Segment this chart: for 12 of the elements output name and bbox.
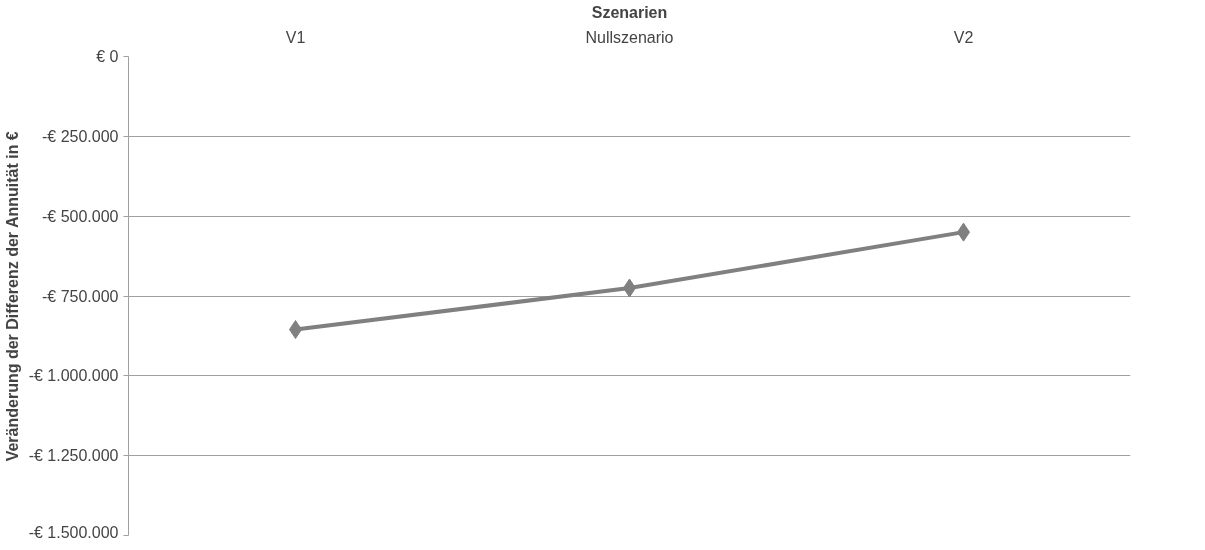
x-tick-label: V2 xyxy=(953,28,974,46)
y-tick-label: -€ 1.250.000 xyxy=(28,447,119,465)
y-axis-title: Veränderung der Differenz der Annuität in € xyxy=(3,131,21,462)
y-tick-label: -€ 250.000 xyxy=(41,127,119,145)
x-tick-label: Nullszenario xyxy=(585,28,674,46)
y-tick-label: -€ 1.000.000 xyxy=(28,367,119,385)
y-tick-label: € 0 xyxy=(96,48,119,65)
x-axis-title: Szenarien xyxy=(591,3,668,21)
y-tick-label: -€ 1.500.000 xyxy=(28,523,119,541)
y-tick-label: -€ 500.000 xyxy=(41,207,119,225)
x-tick-label: V1 xyxy=(285,28,306,46)
y-tick-label: -€ 750.000 xyxy=(41,287,119,305)
